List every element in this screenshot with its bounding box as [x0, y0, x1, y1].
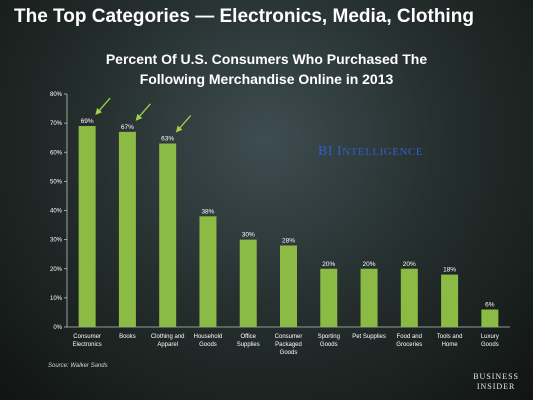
y-tick-label: 60%	[50, 150, 63, 156]
category-label: Goods	[280, 350, 298, 356]
category-label: Office	[240, 334, 256, 340]
chart-title-line-1: Percent Of U.S. Consumers Who Purchased …	[105, 51, 428, 67]
category-label: Packaged	[275, 342, 302, 348]
category-label: Goods	[481, 342, 499, 348]
bar	[481, 309, 499, 327]
y-tick-label: 50%	[50, 179, 63, 185]
category-label: Household	[194, 334, 223, 340]
bar	[199, 216, 217, 327]
category-label: Home	[442, 342, 459, 348]
source-note: Source: Walker Sands	[48, 363, 108, 369]
bars: 69% Consumer Electronics 67% Books 63% Clothin…	[72, 118, 498, 356]
data-label: 69%	[81, 118, 94, 125]
highlight-arrows	[95, 97, 192, 133]
category-label: Electronics	[72, 342, 101, 348]
category-label: Pet Supplies	[352, 334, 386, 340]
y-tick-label: 0%	[53, 325, 62, 331]
chart-title-line-2: Following Merchandise Online in 2013	[139, 71, 394, 87]
bar	[239, 239, 257, 327]
y-tick-label: 30%	[50, 238, 63, 244]
business-insider-logo: BUSINESS INSIDER	[473, 372, 519, 392]
y-tick-label: 20%	[50, 267, 63, 273]
headline: The Top Categories — Electronics, Media,…	[14, 6, 474, 27]
data-label: 63%	[161, 136, 174, 143]
data-label: 20%	[322, 261, 335, 268]
highlight-arrow	[135, 103, 151, 121]
data-label: 38%	[201, 208, 214, 215]
bar	[400, 268, 418, 327]
category-label: Goods	[199, 342, 217, 348]
data-label: 18%	[443, 267, 456, 274]
category-label: Groceries	[396, 342, 422, 348]
bar	[78, 126, 96, 327]
category-label: Tools and	[437, 334, 463, 340]
category-label: Luxury	[481, 334, 499, 340]
bi-intelligence-watermark: BI INTELLIGENCE	[318, 144, 423, 159]
data-label: 20%	[403, 261, 416, 268]
category-label: Consumer	[73, 334, 101, 340]
brand-line-2: INSIDER	[476, 382, 516, 391]
category-label: Apparel	[157, 342, 178, 348]
category-label: Sporting	[318, 334, 340, 340]
bar	[280, 245, 297, 327]
data-label: 30%	[242, 232, 255, 239]
category-label: Books	[119, 334, 136, 340]
highlight-arrow	[175, 115, 192, 133]
y-tick-label: 10%	[50, 296, 63, 302]
bar	[360, 268, 378, 327]
category-label: Clothing and	[151, 334, 185, 340]
data-label: 67%	[121, 124, 134, 131]
category-label: Goods	[320, 342, 338, 348]
category-label: Consumer	[275, 334, 303, 340]
y-tick-label: 40%	[50, 209, 63, 215]
data-label: 20%	[363, 261, 376, 268]
y-tick-label: 80%	[50, 92, 63, 98]
data-label: 6%	[485, 302, 495, 309]
bar	[118, 131, 136, 327]
chart-title: Percent Of U.S. Consumers Who Purchased …	[0, 49, 533, 89]
bar	[320, 268, 338, 327]
y-tick-label: 70%	[50, 121, 63, 127]
highlight-arrow	[95, 97, 111, 116]
bar	[441, 274, 459, 327]
category-label: Food and	[397, 334, 422, 340]
category-label: Supplies	[237, 342, 260, 348]
brand-line-1: BUSINESS	[473, 372, 519, 381]
bar	[159, 143, 177, 327]
data-label: 28%	[282, 237, 295, 244]
